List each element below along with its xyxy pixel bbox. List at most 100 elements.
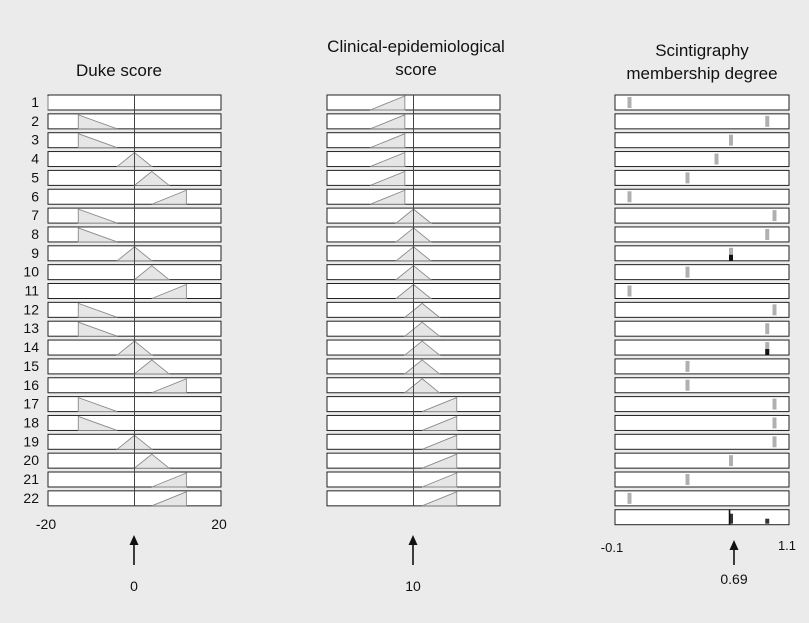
scintigraphy-output-value: 0.69 [720,571,747,587]
duke-input-value: 0 [130,578,138,594]
scintigraphy-rule-box [614,433,790,450]
duke-axis-min-label: -20 [36,516,56,532]
scintigraphy-singleton [729,455,733,467]
scintigraphy-rule-box [614,339,790,356]
scintigraphy-singleton [729,247,733,259]
rule-number: 6 [31,188,39,204]
scintigraphy-singleton [627,285,632,297]
scintigraphy-singleton [627,97,632,108]
clinical-membership-triangle [370,133,406,149]
clinical-membership-triangle [370,189,406,205]
duke-membership-triangle [133,265,171,281]
scintigraphy-rule-box [614,452,790,469]
scintigraphy-rule-box [614,151,790,168]
scintigraphy-singleton [714,153,719,165]
duke-membership-triangle [133,359,171,375]
clinical-title-line-2: score [395,60,437,79]
rule-number: 3 [31,132,39,148]
rule-number: 4 [31,151,39,167]
rule-number: 12 [23,301,39,317]
clinical-membership-triangle [421,434,458,450]
duke-membership-triangle [77,321,118,337]
scintigraphy-title-line-1: Scintigraphy [655,41,749,60]
rule-number: 10 [23,264,39,280]
scintigraphy-output-marker [729,540,739,565]
scintigraphy-aggregate-bar [729,513,733,524]
scintigraphy-singleton [772,417,777,429]
scintigraphy-rule-box [614,377,790,394]
scintigraphy-singleton [685,360,690,372]
scintigraphy-rule-box [614,169,790,186]
rule-number: 21 [23,471,39,487]
duke-membership-triangle [133,453,171,469]
rule-number: 9 [31,245,39,261]
rule-number: 22 [23,490,39,506]
duke-membership-triangle [151,491,187,507]
scintigraphy-rule-box [614,113,790,130]
clinical-membership-triangle [421,491,458,507]
scintigraphy-singleton [685,172,690,184]
scintigraphy-rule-box [614,320,790,337]
duke-membership-triangle [77,114,118,130]
scintigraphy-singleton [765,323,770,335]
clinical-membership-triangle [421,453,458,469]
clinical-membership-triangle [370,151,406,168]
duke-membership-triangle [151,189,187,205]
rule-number: 17 [23,396,39,412]
scintigraphy-rule-box [614,396,790,413]
scintigraphy-singleton [729,134,733,146]
duke-membership-triangle [151,378,187,394]
scintigraphy-rule-box [614,132,790,149]
duke-membership-triangle [133,170,171,186]
scintigraphy-rule-box [614,207,790,224]
clinical-membership-triangle [370,170,406,186]
rule-number: 14 [23,339,39,355]
scintigraphy-singleton [765,228,770,240]
scintigraphy-singleton [772,398,777,410]
clinical-input-marker [408,535,418,565]
scintigraphy-singleton [765,115,770,127]
scintigraphy-rule-box [614,245,790,262]
scintigraphy-aggregate-box [614,509,790,526]
rule-number: 8 [31,226,39,242]
rule-number: 2 [31,113,39,129]
scintigraphy-axis-max-label: 1.1 [778,538,796,553]
clinical-membership-triangle [370,114,406,130]
scintigraphy-singleton [627,191,632,203]
scintigraphy-activation [765,349,770,356]
clinical-input-value: 10 [405,578,421,594]
rule-number: 13 [23,320,39,336]
rule-number: 1 [31,94,39,110]
rule-number: 18 [23,414,39,430]
scintigraphy-rule-box [614,264,790,281]
scintigraphy-rule-box [614,414,790,431]
rule-number: 7 [31,207,39,223]
scintigraphy-singleton [627,492,632,504]
duke-membership-triangle [77,133,118,149]
scintigraphy-aggregate-bar [765,518,770,524]
scintigraphy-rule-box [614,226,790,243]
scintigraphy-singleton [685,266,690,278]
duke-membership-triangle [77,208,118,224]
scintigraphy-rule-box [614,471,790,488]
scintigraphy-rule-box [614,94,790,111]
clinical-membership-triangle [421,415,458,431]
clinical-title-line-1: Clinical-epidemiological [327,37,505,56]
duke-membership-triangle [77,396,118,413]
rule-number: 19 [23,433,39,449]
clinical-membership-triangle [421,472,458,488]
rule-number: 20 [23,452,39,468]
rule-number: 11 [24,283,39,299]
scintigraphy-activation [729,254,733,261]
scintigraphy-rule-box [614,358,790,375]
duke-title-line-1: Duke score [76,61,162,80]
scintigraphy-rule-box [614,301,790,318]
duke-membership-triangle [151,472,187,488]
scintigraphy-singleton [685,474,690,485]
rule-number: 15 [23,358,39,374]
duke-membership-triangle [77,302,118,318]
rule-number: 5 [31,169,39,185]
duke-axis-max-label: 20 [211,516,227,532]
scintigraphy-rule-box [614,490,790,507]
